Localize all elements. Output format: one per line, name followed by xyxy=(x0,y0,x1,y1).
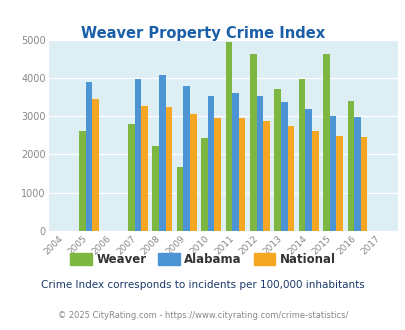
Bar xyxy=(238,118,245,231)
Bar xyxy=(159,75,165,231)
Bar xyxy=(287,126,294,231)
Bar xyxy=(354,116,360,231)
Bar xyxy=(256,96,262,231)
Bar xyxy=(85,82,92,231)
Bar xyxy=(249,54,256,231)
Bar xyxy=(305,109,311,231)
Bar xyxy=(190,114,196,231)
Bar xyxy=(280,102,287,231)
Bar xyxy=(207,96,214,231)
Bar xyxy=(214,118,220,231)
Text: Crime Index corresponds to incidents per 100,000 inhabitants: Crime Index corresponds to incidents per… xyxy=(41,280,364,290)
Bar xyxy=(165,107,172,231)
Bar xyxy=(360,137,367,231)
Bar xyxy=(322,54,329,231)
Bar xyxy=(336,136,342,231)
Bar xyxy=(176,167,183,231)
Bar xyxy=(141,106,147,231)
Bar xyxy=(274,88,280,231)
Bar xyxy=(152,146,159,231)
Bar xyxy=(79,131,85,231)
Text: Weaver Property Crime Index: Weaver Property Crime Index xyxy=(81,26,324,41)
Bar xyxy=(201,138,207,231)
Bar xyxy=(225,42,232,231)
Bar xyxy=(311,131,318,231)
Bar xyxy=(232,93,238,231)
Text: © 2025 CityRating.com - https://www.cityrating.com/crime-statistics/: © 2025 CityRating.com - https://www.city… xyxy=(58,311,347,320)
Bar xyxy=(329,116,336,231)
Bar xyxy=(128,124,134,231)
Bar xyxy=(298,80,305,231)
Bar xyxy=(92,99,99,231)
Bar xyxy=(347,101,354,231)
Bar xyxy=(134,79,141,231)
Bar xyxy=(183,86,190,231)
Legend: Weaver, Alabama, National: Weaver, Alabama, National xyxy=(66,248,339,271)
Bar xyxy=(262,121,269,231)
